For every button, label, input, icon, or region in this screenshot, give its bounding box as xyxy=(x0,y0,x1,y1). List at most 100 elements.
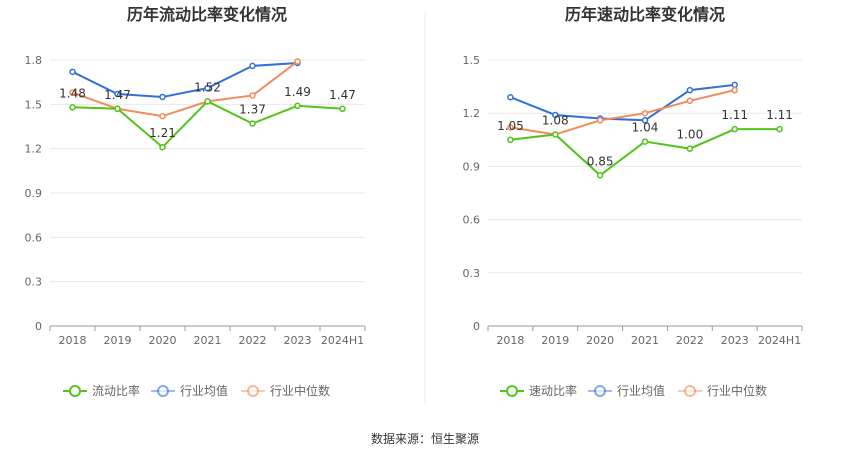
data-point[interactable] xyxy=(249,120,256,127)
x-tick-label: 2019 xyxy=(541,334,569,347)
data-point[interactable] xyxy=(159,143,166,151)
data-label: 1.47 xyxy=(104,88,131,102)
y-tick-label: 1.2 xyxy=(25,143,43,156)
x-tick-label: 2024H1 xyxy=(758,334,801,347)
data-label: 1.11 xyxy=(721,108,748,122)
data-label: 1.37 xyxy=(239,103,266,117)
chart-title: 历年速动比率变化情况 xyxy=(565,5,725,24)
x-tick-label: 2020 xyxy=(149,334,177,347)
data-point[interactable] xyxy=(249,62,256,70)
data-point[interactable] xyxy=(641,109,649,117)
y-tick-label: 0.9 xyxy=(463,160,481,173)
y-tick-label: 0.3 xyxy=(25,276,43,289)
data-point[interactable] xyxy=(69,68,76,76)
series-line-2 xyxy=(72,61,298,98)
data-point[interactable] xyxy=(507,93,514,101)
y-tick-label: 1.5 xyxy=(463,54,481,67)
data-point[interactable] xyxy=(294,58,301,65)
y-tick-label: 1.8 xyxy=(25,54,43,67)
data-label: 1.08 xyxy=(542,113,569,127)
data-point[interactable] xyxy=(641,138,649,145)
data-label: 1.48 xyxy=(59,86,86,100)
x-tick-label: 2020 xyxy=(586,334,614,347)
data-point[interactable] xyxy=(686,97,694,105)
y-tick-label: 0.3 xyxy=(463,267,481,280)
data-point[interactable] xyxy=(294,102,301,110)
series-line-2 xyxy=(510,83,735,122)
y-tick-label: 0 xyxy=(473,320,480,333)
legend-label: 行业中位数 xyxy=(707,383,767,398)
legend-item-3[interactable]: 行业中位数 xyxy=(678,383,767,398)
y-tick-label: 0.6 xyxy=(463,214,481,227)
data-point[interactable] xyxy=(641,117,649,124)
legend-label: 速动比率 xyxy=(529,383,577,398)
data-point[interactable] xyxy=(339,105,346,113)
data-point[interactable] xyxy=(686,145,694,152)
data-point[interactable] xyxy=(249,92,256,99)
data-point[interactable] xyxy=(552,131,559,138)
data-point[interactable] xyxy=(596,172,604,179)
legend-marker xyxy=(594,385,606,397)
data-label: 1.49 xyxy=(284,85,311,99)
y-tick-label: 0.9 xyxy=(25,187,43,200)
legend-item-2[interactable]: 行业均值 xyxy=(588,383,665,398)
legend-label: 行业中位数 xyxy=(270,383,330,398)
y-tick-label: 0 xyxy=(35,320,42,333)
legend-item-3[interactable]: 行业中位数 xyxy=(241,383,330,398)
data-label: 1.05 xyxy=(497,119,524,133)
data-point[interactable] xyxy=(507,136,514,144)
x-tick-label: 2023 xyxy=(721,334,749,347)
data-point[interactable] xyxy=(69,104,76,111)
x-tick-label: 2022 xyxy=(676,334,704,347)
x-tick-label: 2021 xyxy=(194,334,222,347)
data-label: 1.52 xyxy=(194,80,221,94)
legend-label: 行业均值 xyxy=(617,383,665,398)
data-label: 1.47 xyxy=(329,88,356,102)
legend-marker xyxy=(157,385,169,397)
series-line-3 xyxy=(72,60,299,118)
x-tick-label: 2024H1 xyxy=(321,334,364,347)
data-point[interactable] xyxy=(686,86,694,94)
data-point[interactable] xyxy=(731,86,738,94)
data-point[interactable] xyxy=(731,125,738,133)
y-tick-label: 0.6 xyxy=(25,231,43,244)
x-tick-label: 2019 xyxy=(104,334,132,347)
chart-1: 历年流动比率变化情况 0 0.3 0.6 0.9 1.2 1.5 1.8 2018 2019 202… xyxy=(25,5,366,398)
data-point[interactable] xyxy=(204,84,211,92)
legend-item-1[interactable]: 流动比率 xyxy=(63,383,140,398)
data-point[interactable] xyxy=(731,81,738,89)
data-point[interactable] xyxy=(596,117,604,124)
legend-item-1[interactable]: 速动比率 xyxy=(500,383,577,398)
x-tick-label: 2018 xyxy=(496,334,524,347)
legend-marker xyxy=(247,385,259,397)
chart-2: 历年速动比率变化情况 0 0.3 0.6 0.9 1.2 1.5 2018 2019 2020 20… xyxy=(463,5,803,398)
data-point[interactable] xyxy=(159,93,166,101)
series-line-1 xyxy=(510,128,780,177)
legend-item-2[interactable]: 行业均值 xyxy=(151,383,228,398)
data-label: 1.11 xyxy=(766,108,793,122)
series-line-3 xyxy=(510,89,735,136)
x-tick-label: 2021 xyxy=(631,334,659,347)
legend-label: 行业均值 xyxy=(180,383,228,398)
y-tick-label: 1.5 xyxy=(25,98,43,111)
data-label: 1.21 xyxy=(149,126,176,140)
data-label: 1.00 xyxy=(676,128,703,142)
data-point[interactable] xyxy=(204,98,211,105)
data-point[interactable] xyxy=(159,112,166,120)
chart-title: 历年流动比率变化情况 xyxy=(127,5,287,24)
data-point[interactable] xyxy=(69,89,76,96)
x-tick-label: 2018 xyxy=(59,334,87,347)
data-label: 0.85 xyxy=(587,154,614,168)
data-point[interactable] xyxy=(552,111,559,119)
y-tick-label: 1.2 xyxy=(463,107,481,120)
data-label: 1.04 xyxy=(632,121,659,135)
data-point[interactable] xyxy=(776,125,783,133)
data-point[interactable] xyxy=(114,105,121,113)
legend-marker xyxy=(684,385,696,397)
data-point[interactable] xyxy=(114,90,121,98)
series-line-1 xyxy=(72,100,343,149)
source-note: 数据来源：恒生聚源 xyxy=(371,431,479,446)
data-point[interactable] xyxy=(507,124,514,131)
x-tick-label: 2023 xyxy=(284,334,312,347)
